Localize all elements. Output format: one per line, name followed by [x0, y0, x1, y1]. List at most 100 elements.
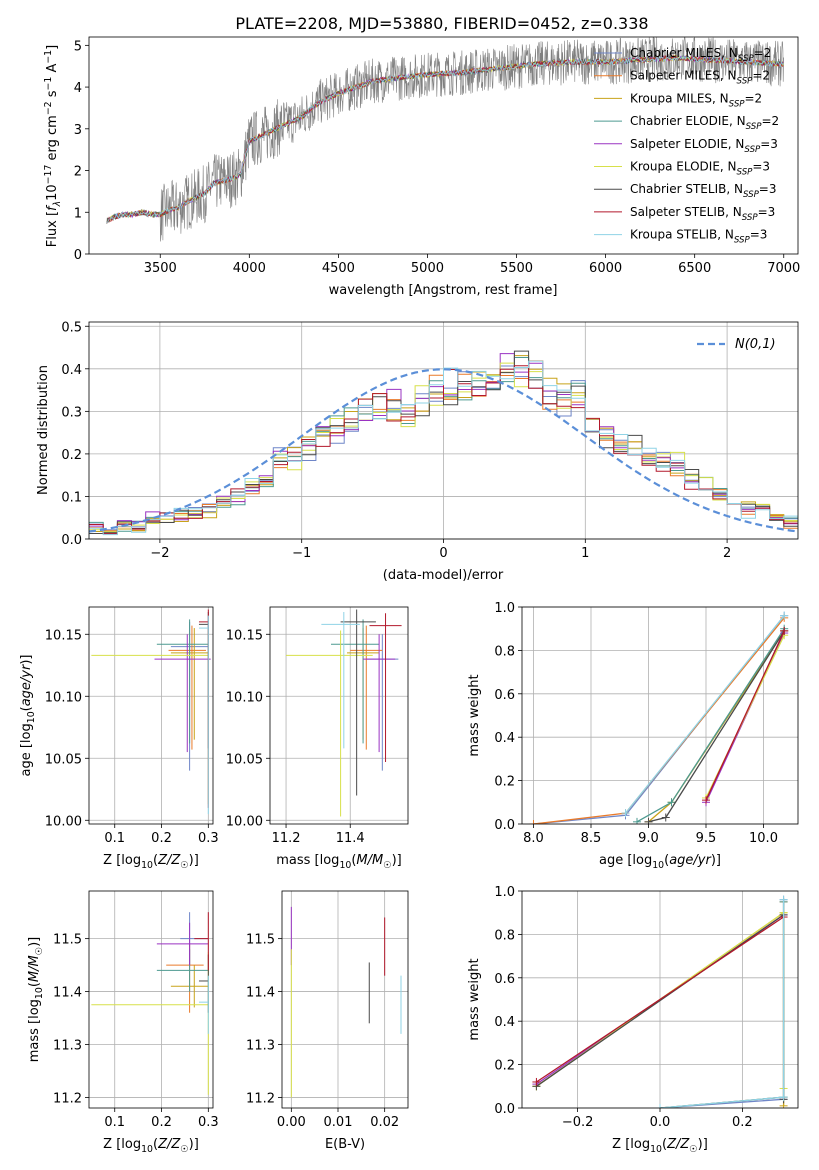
y-tick-label: 10.05: [45, 752, 82, 767]
x-tick-label: 0.01: [324, 1115, 353, 1130]
x-tick-label: 0.2: [151, 1115, 172, 1130]
x-tick-label: 8.5: [581, 831, 602, 846]
mass-weight-line: [533, 617, 785, 824]
y-tick-label: 0.4: [61, 363, 82, 378]
ticks: −0.2 0.0 0.2 0.0 0.2 0.4 0.6 0.8 1.0: [494, 885, 752, 1130]
x-axis-label: wavelength [Angstrom, rest frame]: [329, 283, 558, 298]
ticks: 3500 4000 4500 5000 5500 6000 6500 7000 0 1 2 3 4 5: [74, 39, 801, 276]
y-tick-label: 0.3: [61, 405, 82, 420]
y-tick-label: 11.2: [246, 1091, 275, 1106]
x-tick-label: 6500: [678, 261, 711, 276]
legend-entry: Kroupa ELODIE, NSSP=3: [630, 160, 770, 178]
x-axis-label: (data-model)/error: [383, 568, 504, 583]
legend-entry: Chabrier MILES, NSSP=2: [630, 46, 771, 64]
mass-weight-line: [533, 615, 785, 824]
y-tick-label: 0.4: [494, 731, 515, 746]
legend-entry: Salpeter ELODIE, NSSP=3: [630, 137, 778, 155]
legend-entry: Chabrier STELIB, NSSP=3: [630, 182, 777, 200]
x-tick-label: 0.2: [732, 1115, 753, 1130]
y-tick-label: 11.4: [246, 986, 275, 1001]
axes-spectrum: 3500 4000 4500 5000 5500 6000 6500 7000 0 1 2 3 4 5 Ch…: [43, 36, 801, 298]
x-tick-label: 4000: [233, 261, 266, 276]
y-tick-label: 0.8: [494, 928, 515, 943]
x-tick-label: 0.02: [370, 1115, 399, 1130]
y-tick-label: 10.00: [226, 814, 263, 829]
plot-area: [91, 609, 211, 815]
x-tick-label: 6000: [589, 261, 622, 276]
x-tick-label: 0.00: [277, 1115, 306, 1130]
x-tick-label: 10.0: [749, 831, 778, 846]
x-tick-label: 0.1: [104, 1115, 125, 1130]
legend-entry: N(0,1): [735, 337, 776, 352]
x-tick-label: 5000: [411, 261, 444, 276]
x-tick-label: −1: [292, 546, 311, 561]
x-tick-label: 5500: [500, 261, 533, 276]
x-axis-label: Z [log10(Z/Z☉)]: [612, 1137, 708, 1155]
plot-area: [91, 912, 209, 1095]
legend-entry: Salpeter STELIB, NSSP=3: [630, 205, 775, 223]
axes-frame: [521, 606, 799, 825]
y-tick-label: 0.2: [494, 1059, 515, 1074]
ticks: 0.1 0.2 0.3 10.00 10.05 10.10 10.15: [45, 628, 219, 846]
y-tick-label: 10.10: [45, 690, 82, 705]
y-tick-label: 10.00: [45, 814, 82, 829]
ticks: 0.00 0.01 0.02 11.2 11.3 11.4 11.5: [246, 933, 399, 1130]
legend: Chabrier MILES, NSSP=2 Salpeter MILES, NS…: [594, 46, 779, 246]
ticks: −2 −1 0 1 2 0.0 0.1 0.2 0.3 0.4 0.5: [61, 320, 731, 561]
model-spectrum: [106, 55, 784, 224]
y-axis-label: Normed distribution: [36, 365, 51, 495]
x-tick-label: 4500: [322, 261, 355, 276]
x-tick-label: 11.4: [336, 831, 365, 846]
legend-entry: Salpeter MILES, NSSP=2: [630, 69, 770, 87]
x-tick-label: 2: [723, 546, 731, 561]
axes-frame: [88, 36, 799, 255]
y-axis-label: mass [log10(M/M☉)]: [27, 937, 45, 1063]
y-tick-label: 3: [74, 123, 82, 138]
observed-spectrum: [106, 37, 784, 242]
x-tick-label: 11.2: [272, 831, 301, 846]
x-tick-label: −2: [150, 546, 169, 561]
y-tick-label: 0.6: [494, 972, 515, 987]
x-tick-label: 0: [439, 546, 447, 561]
x-tick-label: 8.0: [523, 831, 544, 846]
ticks: 0.1 0.2 0.3 11.2 11.3 11.4 11.5: [53, 933, 219, 1130]
x-tick-label: 3500: [144, 261, 177, 276]
histogram-step: [89, 360, 798, 539]
plot-area: [106, 37, 784, 242]
y-tick-label: 4: [74, 81, 82, 96]
y-tick-label: 11.2: [53, 1091, 82, 1106]
ticks: 11.2 11.4 10.00 10.05 10.10 10.15: [226, 628, 365, 846]
y-tick-label: 0.6: [494, 688, 515, 703]
x-tick-label: −0.2: [562, 1115, 594, 1130]
y-tick-label: 0.0: [494, 1102, 515, 1117]
axes-frame: [88, 321, 799, 540]
y-tick-label: 0.1: [61, 490, 82, 505]
y-tick-label: 0.2: [61, 448, 82, 463]
mass-weight-line: [659, 899, 785, 1108]
legend-entry: Kroupa STELIB, NSSP=3: [630, 228, 767, 246]
x-axis-label: Z [log10(Z/Z☉)]: [103, 1137, 199, 1155]
x-axis-label: age [log10(age/yr)]: [599, 853, 721, 871]
axes-massweight-vs-age: 8.0 8.5 9.0 9.5 10.0 0.0 0.2 0.4 0.6 0.8 1.0 age [l…: [467, 601, 799, 871]
y-tick-label: 10.15: [226, 628, 263, 643]
mass-weight-line: [705, 630, 785, 801]
legend-entry: Chabrier ELODIE, NSSP=2: [630, 114, 779, 132]
y-tick-label: 1.0: [494, 885, 515, 900]
x-axis-label: mass [log10(M/M☉)]: [276, 853, 402, 871]
axes-frame: [269, 606, 409, 825]
normal-curve: [89, 368, 798, 533]
legend-entry: Kroupa MILES, NSSP=2: [630, 91, 762, 109]
x-axis-label: Z [log10(Z/Z☉)]: [103, 853, 199, 871]
x-tick-label: 0.3: [198, 1115, 219, 1130]
mass-weight-line: [659, 901, 785, 1108]
y-tick-label: 5: [74, 39, 82, 54]
axes-frame: [88, 890, 214, 1109]
y-tick-label: 0.4: [494, 1015, 515, 1030]
mass-weight-line: [659, 899, 785, 1108]
y-tick-label: 10.05: [226, 752, 263, 767]
ticks: 8.0 8.5 9.0 9.5 10.0 0.0 0.2 0.4 0.6 0.8 1.0: [494, 601, 778, 846]
x-tick-label: 0.0: [650, 1115, 671, 1130]
y-axis-label: mass weight: [467, 674, 482, 756]
y-tick-label: 0.8: [494, 644, 515, 659]
y-tick-label: 0.2: [494, 775, 515, 790]
